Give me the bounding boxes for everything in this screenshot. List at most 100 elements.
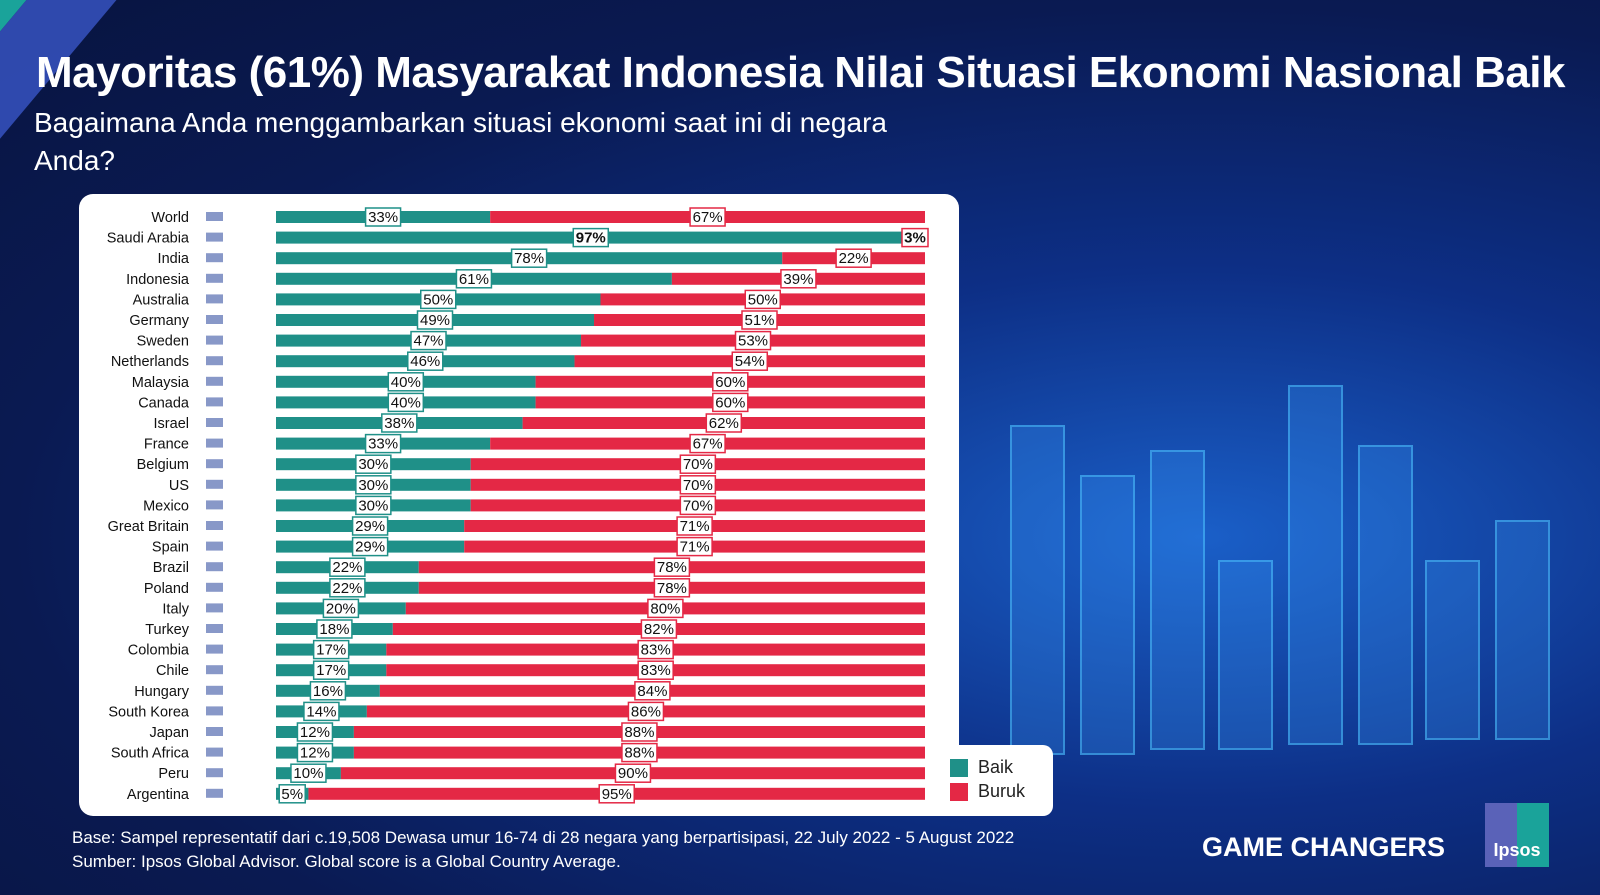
flag-icon [206,582,223,592]
data-label: 88% [624,745,654,762]
data-label: 29% [355,539,385,556]
data-label: 18% [319,621,349,638]
data-label-box [901,227,929,248]
data-label-box [355,475,392,495]
data-label-box [364,207,402,227]
data-label-box [679,454,717,474]
decorative-candle [1218,560,1273,750]
data-label: 17% [316,662,346,679]
data-label-box [640,619,678,639]
decorative-candle [1358,445,1413,745]
data-label-box [637,660,674,680]
data-label: 33% [368,209,398,226]
flag-icon [206,376,223,386]
category-label: India [158,251,190,267]
category-label: Spain [152,540,189,556]
flag-icon [206,397,223,407]
data-label: 84% [637,683,667,700]
data-label: 50% [748,291,778,308]
data-label: 22% [332,559,362,576]
data-label-box [653,557,691,577]
data-label-box [410,330,447,351]
footer-source: Sumber: Ipsos Global Advisor. Global sco… [72,852,621,871]
decorative-candle [1080,475,1135,755]
footer-base: Base: Sampel representatif dari c.19,508… [72,828,1015,847]
legend-label: Baik [978,757,1014,777]
data-label-box [676,516,713,536]
data-label-box [416,310,454,330]
data-label-box [303,701,340,722]
category-label: Canada [138,395,190,411]
data-label: 40% [391,374,421,391]
data-label: 22% [332,580,362,597]
data-label-box [455,269,493,289]
data-label: 20% [326,600,356,617]
data-label-box [621,742,658,763]
flag-icon [206,727,223,736]
data-label-box [329,557,366,577]
data-label-box [835,248,872,268]
data-label-box [689,433,726,454]
decorative-candle [1288,385,1343,745]
category-label: Japan [149,725,189,741]
data-label-box [627,701,665,722]
data-label: 60% [715,374,745,391]
data-label-box [387,372,425,392]
flag-icon [206,562,223,572]
decorative-candle [1150,450,1205,750]
data-label: 83% [641,642,671,659]
data-label: 12% [300,745,330,762]
flag-icon [206,356,223,366]
flag-icon [206,438,223,448]
data-label-box [355,495,392,516]
category-label: Chile [156,663,189,679]
data-label-box [621,722,658,742]
data-label-box [653,578,691,598]
flag-icon [206,459,223,469]
data-label: 12% [300,724,330,741]
data-label-box [679,495,717,516]
data-label: 67% [693,209,723,226]
category-label: Indonesia [126,272,190,288]
decorative-candle [1010,425,1065,755]
flag-icon [206,315,223,324]
flag-icon [206,253,223,263]
category-label: Argentina [127,787,190,803]
category-label: Sweden [137,334,189,350]
flag-icon [206,665,223,675]
data-label: 70% [683,477,713,494]
data-label-box [312,660,350,680]
data-label-box [351,536,389,557]
category-label: Peru [158,766,189,782]
flag-icon [206,644,223,654]
flag-icon [206,232,223,242]
data-label-box [712,372,749,392]
decorative-candle [1425,560,1480,740]
data-label-box [634,681,671,701]
data-label: 17% [316,642,346,659]
category-label: South Africa [111,746,190,762]
data-label: 78% [657,580,687,597]
data-label: 50% [423,291,453,308]
data-label: 51% [744,312,774,329]
flag-icon [206,418,223,427]
stacked-bar-chart: World 33% 67% Saudi Arabia 97% 3% India 78% 22% I… [107,207,929,804]
data-label: 47% [413,333,443,350]
category-label: Great Britain [108,519,189,535]
data-label-box [647,598,684,619]
data-label-box [290,763,327,783]
data-label-box [705,413,743,433]
flag-icon [206,335,223,345]
data-label-box [387,392,425,413]
data-label-box [712,392,749,413]
data-label-box [364,433,402,454]
data-label: 30% [358,477,388,494]
category-label: Mexico [143,498,189,514]
category-label: Brazil [153,560,189,576]
data-label: 71% [680,518,710,535]
category-label: US [169,478,189,494]
category-label: France [144,437,189,453]
data-label: 82% [644,621,674,638]
flag-icon [206,768,223,778]
flag-icon [206,212,223,221]
